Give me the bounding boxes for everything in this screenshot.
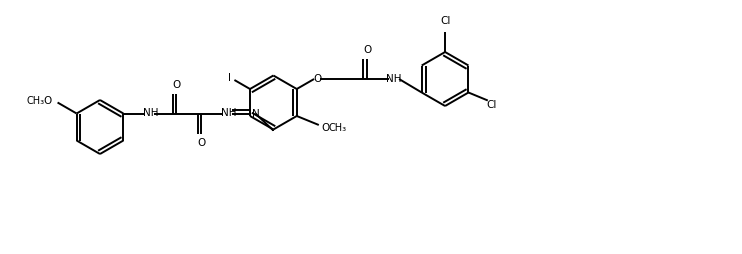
Text: O: O [197, 137, 206, 148]
Text: O: O [322, 123, 330, 133]
Text: I: I [228, 73, 231, 83]
Text: Cl: Cl [487, 101, 497, 110]
Text: CH₃: CH₃ [27, 96, 45, 105]
Text: NH: NH [387, 74, 402, 84]
Text: O: O [313, 74, 321, 84]
Text: O: O [172, 80, 180, 89]
Text: CH₃: CH₃ [329, 123, 347, 133]
Text: N: N [252, 108, 259, 119]
Text: O: O [363, 45, 371, 55]
Text: NH: NH [220, 107, 236, 118]
Text: O: O [43, 96, 51, 105]
Text: Cl: Cl [440, 16, 450, 26]
Text: NH: NH [142, 107, 158, 118]
